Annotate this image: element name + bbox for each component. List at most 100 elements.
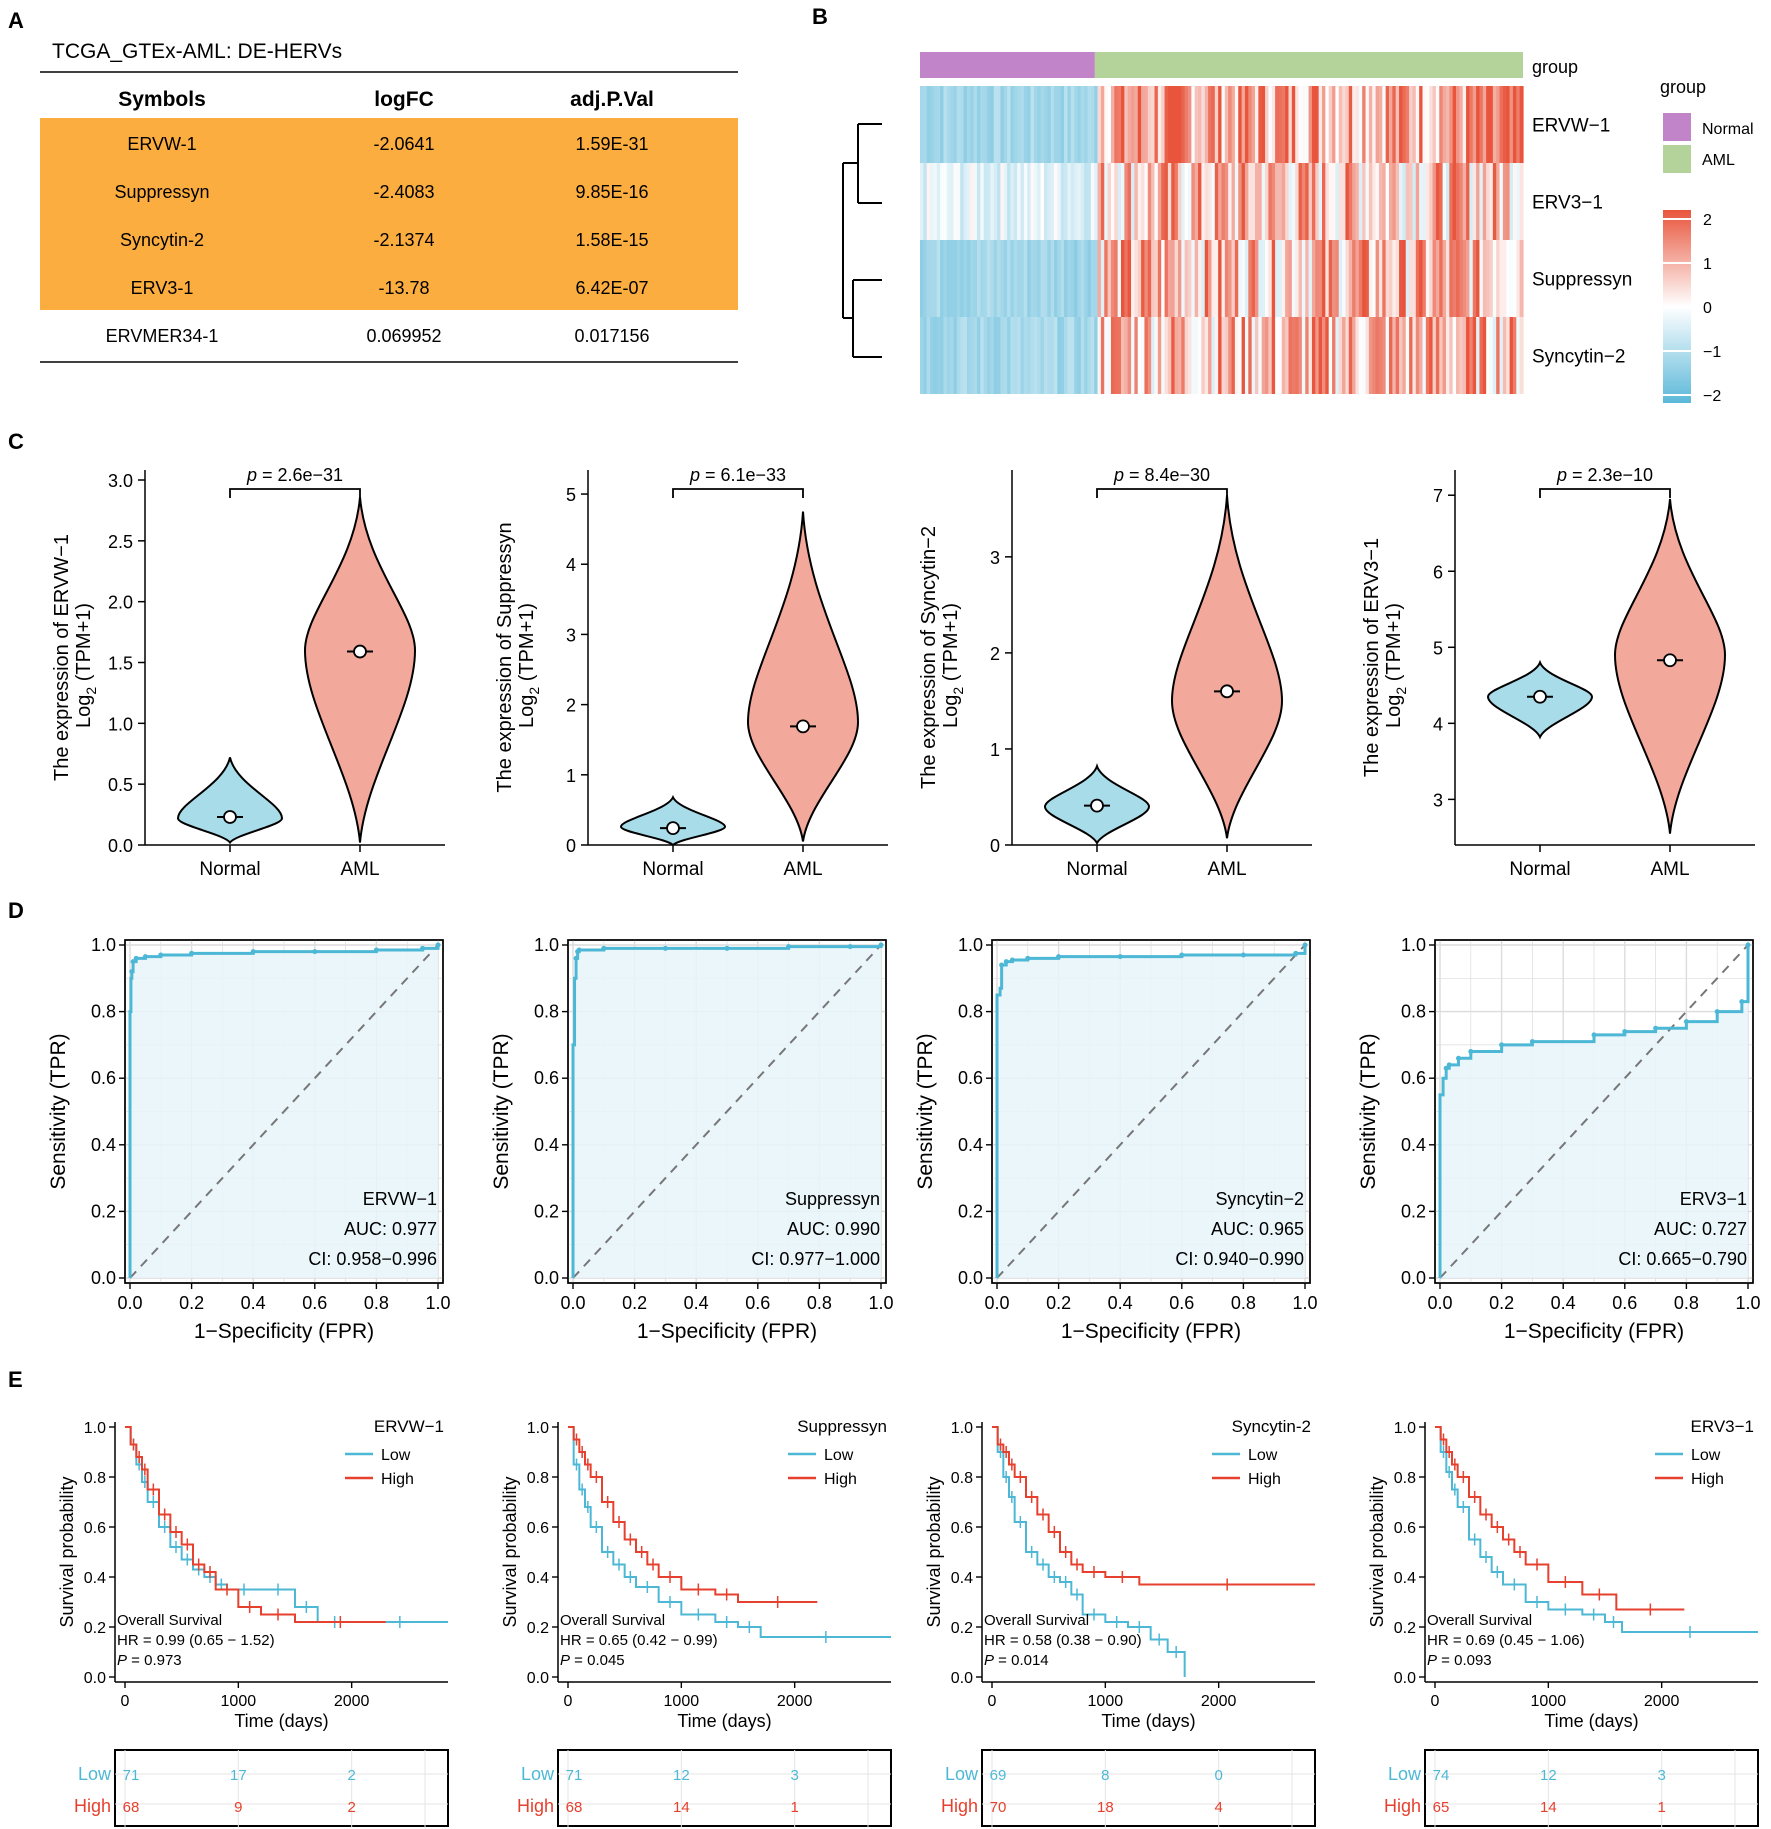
heatmap-cell [1080, 86, 1085, 163]
heatmap-cell [1248, 86, 1253, 163]
heatmap-cell [1127, 240, 1132, 317]
heatmap-cell [1476, 86, 1481, 163]
heatmap-cell [1402, 86, 1407, 163]
heatmap-cell [1144, 317, 1149, 394]
heatmap-cell [1188, 86, 1192, 163]
heatmap-cell [1013, 163, 1018, 240]
heatmap-cell [1258, 86, 1263, 163]
heatmap-cell [1204, 163, 1209, 240]
violin-chart-0: 0.0 0.5 1.0 1.5 2.0 2.5 3.0 Normal AML p = 2.6e−3… [51, 465, 445, 880]
heatmap-cell [987, 163, 991, 240]
heatmap-cell [1362, 240, 1367, 317]
heatmap-cell [1492, 163, 1497, 240]
y-tick-label: 0.8 [951, 1470, 973, 1487]
heatmap-cell [1435, 240, 1440, 317]
diagonal-reference [1439, 944, 1749, 1279]
p-value-text: = 6.1e−33 [700, 465, 786, 485]
heatmap-cell [1298, 163, 1303, 240]
median-point-aml [1220, 684, 1234, 699]
heatmap-cell [1037, 163, 1042, 240]
heatmap-cell [1064, 86, 1068, 163]
heatmap-cell [1295, 86, 1300, 163]
roc-point [1302, 942, 1308, 948]
legend-label-aml: AML [1702, 152, 1735, 169]
p-value-bracket [229, 488, 361, 498]
heatmap-cell [990, 317, 995, 394]
heatmap-cell [1074, 163, 1079, 240]
heatmap-cell [1234, 163, 1239, 240]
heatmap-cell [933, 240, 938, 317]
heatmap-cell [1087, 317, 1092, 394]
y-tick-label: 1.0 [951, 1420, 973, 1437]
heatmap-cell [1429, 317, 1434, 394]
km-curve-low [992, 1426, 1186, 1677]
heatmap-cell [1512, 317, 1517, 394]
heatmap-cell [1064, 317, 1068, 394]
heatmap-cell [1355, 86, 1360, 163]
heatmap-cell [1060, 317, 1065, 394]
heatmap-cell [1201, 163, 1206, 240]
heatmap-cell [1308, 163, 1313, 240]
heatmap-cell [1516, 317, 1521, 394]
heatmap-cell [1445, 317, 1450, 394]
heatmap-cell [1023, 163, 1028, 240]
roc-point [435, 942, 441, 948]
y-tick-label: 0.4 [91, 1135, 116, 1155]
y-tick-label: 2.0 [108, 593, 133, 613]
heatmap-cell [1281, 240, 1286, 317]
risk-count-high: 1 [790, 1799, 798, 1816]
heatmap-cell [1144, 163, 1149, 240]
heatmap-cell [1248, 317, 1253, 394]
heatmap-cell [1050, 240, 1055, 317]
heatmap-cell [1452, 240, 1457, 317]
violin-aml [1170, 495, 1284, 839]
roc-point [601, 945, 607, 951]
heatmap-cell [1080, 163, 1085, 240]
x-tick-label: AML [1207, 859, 1246, 880]
x-tick-label: Normal [1509, 859, 1570, 880]
heatmap-cell [1161, 163, 1166, 240]
heatmap-cell [1057, 240, 1062, 317]
heatmap-cell [1171, 86, 1176, 163]
heatmap-cell [1395, 163, 1400, 240]
heatmap-cell [1244, 86, 1249, 163]
heatmap-cell [1409, 86, 1414, 163]
auc-label: AUC: 0.965 [1211, 1219, 1304, 1239]
heatmap-cell [1335, 86, 1340, 163]
heatmap-cell [1228, 86, 1233, 163]
heatmap-cell [1368, 163, 1373, 240]
heatmap-cell [1338, 317, 1343, 394]
heatmap-cell [1020, 163, 1025, 240]
heatmap-cell [956, 86, 961, 163]
heatmap-cell [1090, 163, 1095, 240]
km-curve-high [568, 1426, 818, 1603]
heatmap-cell [993, 86, 998, 163]
heatmap-cell [1275, 317, 1280, 394]
heatmap-cell [1415, 163, 1420, 240]
p-value-bracket [1096, 488, 1228, 498]
heatmap-cell [1412, 317, 1417, 394]
heatmap-cell [1265, 240, 1269, 317]
risk-count-high: 1 [1657, 1799, 1665, 1816]
risk-count-low: 3 [1657, 1767, 1665, 1784]
y-tick-label: 0.8 [534, 1002, 559, 1022]
p-value-text: = 2.6e−31 [257, 465, 343, 485]
p-value-text: = 2.3e−10 [1567, 465, 1653, 485]
heatmap-cell [1114, 86, 1119, 163]
roc-point [662, 945, 668, 951]
risk-count-high: 70 [990, 1799, 1007, 1816]
heatmap-cell [1392, 163, 1397, 240]
heatmap-cell [1352, 317, 1357, 394]
x-tick-label: 2000 [334, 1693, 370, 1710]
heatmap-cell [1218, 317, 1223, 394]
heatmap-cell [1338, 163, 1343, 240]
heatmap-cell [1476, 163, 1481, 240]
heatmap-cell [1228, 163, 1233, 240]
heatmap-cell [1298, 240, 1303, 317]
heatmap-cell [1241, 86, 1246, 163]
heatmap-cell [933, 317, 938, 394]
y-tick-label: 0.8 [84, 1470, 106, 1487]
heatmap-cell [1355, 317, 1360, 394]
y-tick-label: 5 [566, 485, 576, 505]
heatmap-cell [1358, 86, 1363, 163]
